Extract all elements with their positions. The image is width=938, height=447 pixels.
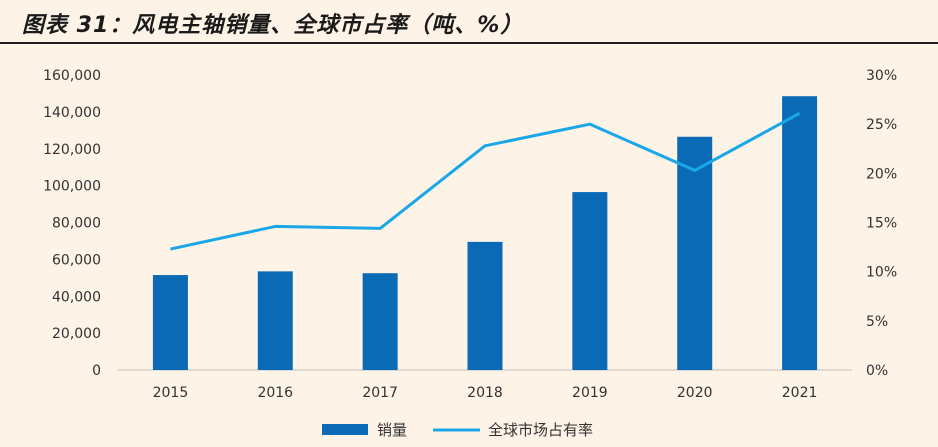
right-tick-label: 0% [866,363,888,379]
x-tick-label: 2016 [257,385,293,401]
right-tick-label: 25% [866,117,897,133]
left-tick-label: 80,000 [52,216,101,232]
x-tick-label: 2020 [677,385,713,401]
left-axis-ticks: 0 20,000 40,000 60,000 80,000 100,000 120,000 1… [43,68,101,379]
bar-series [152,96,818,370]
legend: 销量 全球市场占有率 [322,421,593,439]
chart-title: 图表 31：风电主轴销量、全球市占率（吨、%） [22,13,524,38]
left-tick-label: 100,000 [43,179,101,195]
x-tick-label: 2015 [153,385,189,401]
right-tick-label: 30% [866,68,897,84]
market-share-line [170,112,801,251]
right-tick-label: 15% [866,216,897,232]
legend-bar-swatch [322,424,368,435]
right-tick-label: 10% [866,265,897,281]
left-tick-label: 120,000 [43,142,101,158]
title-bar: 图表 31：风电主轴销量、全球市占率（吨、%） [0,0,938,44]
left-tick-label: 40,000 [52,289,101,305]
bar-2019 [572,192,608,370]
legend-bar-label: 销量 [377,421,407,439]
left-tick-label: 140,000 [43,105,101,121]
bar-2015 [152,275,188,370]
bar-2021 [782,96,818,370]
x-tick-label: 2021 [782,385,818,401]
right-tick-label: 20% [866,166,897,182]
legend-line-label: 全球市场占有率 [488,421,593,439]
right-axis-ticks: 0% 5% 10% 15% 20% 25% 30% [866,68,897,379]
left-tick-label: 20,000 [52,326,101,342]
bar-2018 [467,241,503,370]
right-tick-label: 5% [866,314,888,330]
left-tick-label: 0 [92,363,101,379]
x-axis-ticks: 2015 2016 2017 2018 2019 2020 2021 [153,385,818,401]
x-tick-label: 2019 [572,385,608,401]
x-tick-label: 2018 [467,385,503,401]
left-tick-label: 60,000 [52,252,101,268]
left-tick-label: 160,000 [43,68,101,84]
bar-2017 [362,273,398,370]
bar-2020 [677,136,713,370]
bar-2016 [257,271,293,370]
x-tick-label: 2017 [362,385,398,401]
